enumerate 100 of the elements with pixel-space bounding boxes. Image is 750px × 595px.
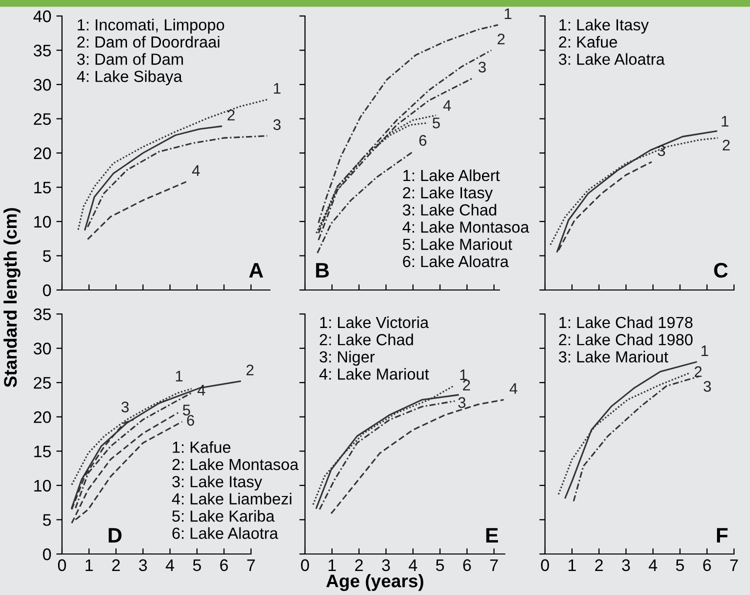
annotation: 6: Lake Aloatra bbox=[403, 255, 509, 268]
series-label: 4 bbox=[192, 165, 200, 176]
x-tick-label: 7 bbox=[490, 559, 498, 571]
annotation: 3: Lake Chad bbox=[402, 204, 496, 216]
series-label: 1 bbox=[504, 8, 512, 19]
x-tick-label: 0 bbox=[301, 559, 309, 572]
annotation: 6: Lake Alaotra bbox=[172, 527, 278, 539]
series-label: 2 bbox=[228, 110, 235, 120]
annotation: 2: Lake Chad bbox=[320, 334, 413, 346]
x-tick-label: 7 bbox=[247, 559, 255, 571]
x-tick-label: 5 bbox=[193, 559, 201, 572]
annotation: 1: Lake Chad 1978 bbox=[559, 316, 693, 328]
x-tick-label: 4 bbox=[648, 559, 658, 571]
annotation: 5: Lake Mariout bbox=[402, 238, 512, 250]
series-label: 2 bbox=[722, 140, 730, 150]
y-tick-label: 10 bbox=[34, 480, 51, 492]
annotation: 4: Lake Montasoa bbox=[402, 221, 530, 233]
y-tick-label: 0 bbox=[42, 548, 51, 560]
y-tick-label: 5 bbox=[42, 250, 51, 262]
annotation: 4: Lake Sibaya bbox=[76, 70, 182, 86]
annotation: 1: Incomati, Limpopo bbox=[78, 18, 224, 34]
x-tick-label: 6 bbox=[220, 559, 228, 572]
series-label: 2 bbox=[498, 34, 505, 44]
series-label: 4 bbox=[510, 383, 518, 394]
x-tick-label: 0 bbox=[541, 559, 549, 572]
y-tick-label: 5 bbox=[42, 514, 51, 526]
y-tick-label: 30 bbox=[34, 342, 51, 354]
text: E bbox=[486, 528, 498, 542]
series-label: 2 bbox=[463, 380, 470, 390]
x-tick-label: 2 bbox=[595, 559, 603, 571]
x-tick-label: 6 bbox=[463, 559, 471, 572]
series-label: 4 bbox=[443, 100, 451, 111]
series-label: 3 bbox=[704, 380, 711, 392]
y-tick-label: 15 bbox=[34, 446, 51, 458]
annotation: 5: Lake Kariba bbox=[172, 510, 275, 522]
x-tick-label: 3 bbox=[382, 559, 390, 572]
series-label: 3 bbox=[273, 119, 281, 130]
annotation: 1: Lake Victoria bbox=[320, 316, 429, 328]
x-tick-label: 3 bbox=[139, 559, 147, 572]
text: D bbox=[108, 528, 122, 542]
annotation: 3: Lake Aloatra bbox=[558, 53, 665, 65]
series-label: 1 bbox=[722, 116, 728, 127]
x-tick-label: 4 bbox=[408, 559, 418, 571]
y-tick-label: 25 bbox=[34, 113, 51, 125]
y-tick-label: 25 bbox=[34, 376, 51, 389]
annotation: 3: Niger bbox=[320, 350, 375, 366]
series-label: 1 bbox=[274, 83, 281, 94]
x-tick-label: 2 bbox=[112, 559, 120, 571]
x-tick-label: 3 bbox=[622, 559, 630, 572]
text: C bbox=[714, 262, 728, 278]
annotation: 1: Kafue bbox=[172, 441, 230, 453]
series-label: 3 bbox=[658, 145, 666, 156]
series-label: 5 bbox=[182, 404, 190, 416]
series-label: 2 bbox=[694, 366, 702, 377]
series-label: 6 bbox=[419, 135, 426, 146]
x-tick-label: 4 bbox=[166, 559, 174, 571]
y-tick-label: 35 bbox=[34, 308, 51, 320]
x-tick-label: 1 bbox=[86, 559, 93, 571]
x-tick-label: 5 bbox=[676, 559, 684, 572]
annotation: 1: Lake Albert bbox=[403, 169, 500, 182]
annotation: 2: Lake Montasoa bbox=[172, 458, 299, 470]
annotation: 3: Dam of Dam bbox=[77, 53, 183, 65]
text: A bbox=[249, 263, 264, 278]
annotation: 3: Lake Mariout bbox=[558, 350, 668, 363]
series-label: 1 bbox=[460, 370, 467, 380]
text: B bbox=[316, 263, 329, 278]
series-label: 3 bbox=[458, 397, 466, 408]
series-label: 2 bbox=[246, 364, 254, 376]
x-tick-label: 1 bbox=[568, 559, 576, 571]
y-axis-title: Standard length (cm) bbox=[4, 208, 20, 388]
x-tick-label: 2 bbox=[355, 559, 363, 571]
x-tick-label: 6 bbox=[703, 559, 711, 572]
series-label: 3 bbox=[478, 62, 486, 73]
annotation: 4: Lake Liambezi bbox=[172, 492, 292, 505]
x-tick-label: 7 bbox=[730, 559, 738, 571]
x-axis-title: Age (years) bbox=[326, 574, 424, 591]
annotation: 2: Lake Itasy bbox=[403, 186, 493, 202]
annotation: 3: Lake Itasy bbox=[172, 476, 262, 490]
y-tick-label: 20 bbox=[34, 411, 51, 424]
series-label: 5 bbox=[432, 118, 440, 128]
annotation: 2: Lake Chad 1980 bbox=[559, 334, 693, 346]
y-tick-label: 15 bbox=[34, 182, 51, 194]
annotation: 1: Lake Itasy bbox=[559, 18, 649, 34]
y-tick-label: 40 bbox=[33, 10, 51, 22]
x-tick-label: 5 bbox=[436, 559, 444, 572]
annotation: 4: Lake Mariout bbox=[319, 368, 429, 380]
annotation: 2: Kafue bbox=[559, 36, 618, 48]
series-label: 3 bbox=[121, 402, 129, 412]
series-label: 6 bbox=[187, 414, 194, 426]
y-tick-label: 0 bbox=[42, 284, 51, 296]
series-label: 1 bbox=[702, 346, 708, 356]
y-tick-label: 20 bbox=[34, 147, 51, 160]
y-tick-label: 35 bbox=[34, 44, 51, 56]
x-tick-label: 1 bbox=[328, 559, 336, 571]
y-tick-label: 30 bbox=[34, 78, 51, 91]
annotation: 2: Dam of Doordraai bbox=[77, 36, 220, 48]
series-label: 1 bbox=[176, 370, 183, 382]
text: F bbox=[717, 528, 728, 542]
y-tick-label: 10 bbox=[34, 216, 51, 228]
x-tick-label: 0 bbox=[58, 559, 66, 572]
